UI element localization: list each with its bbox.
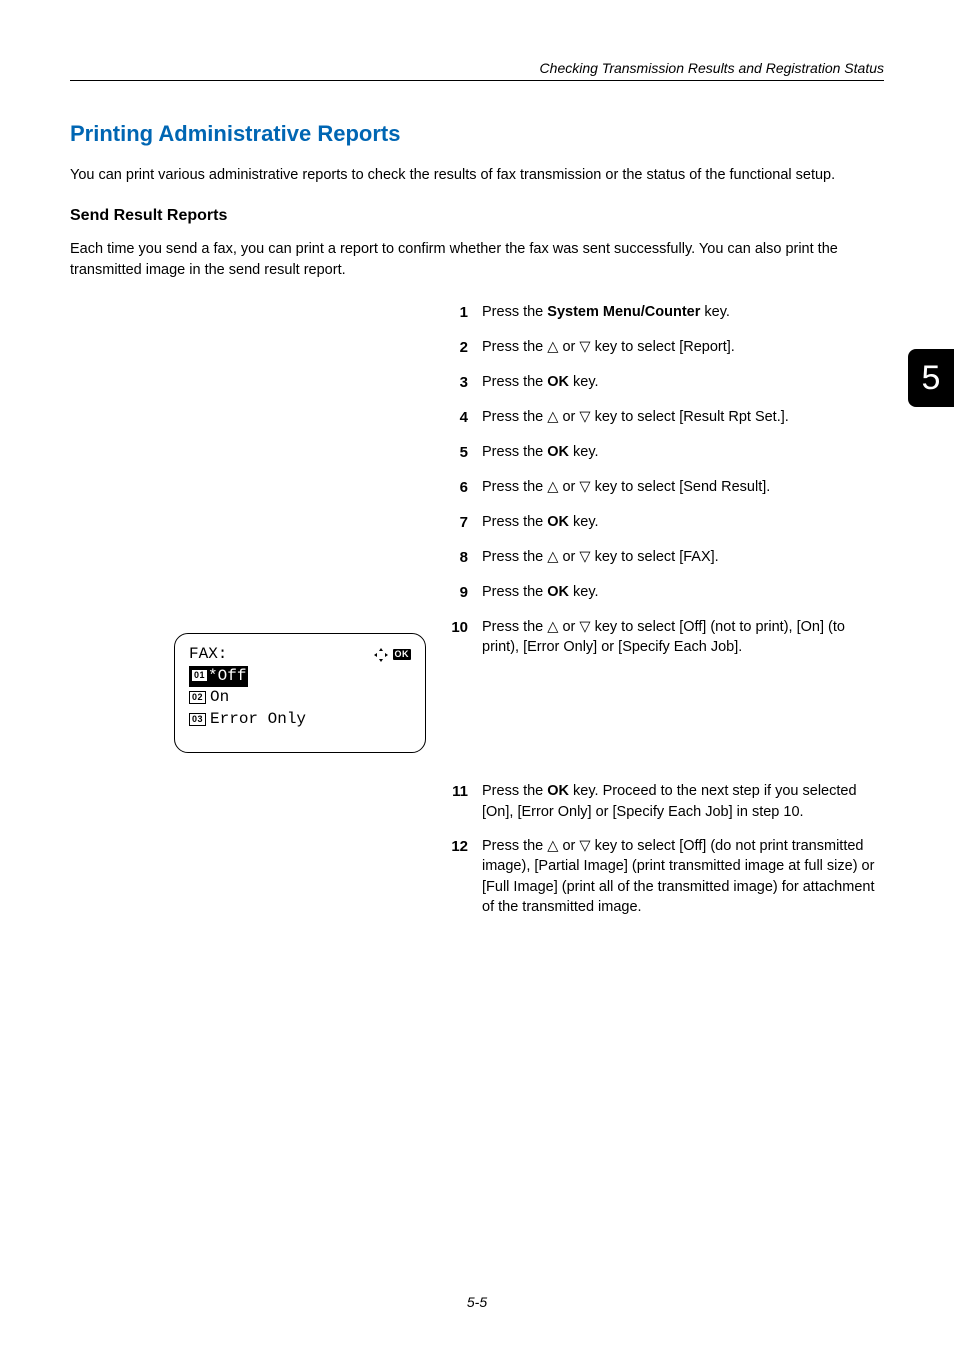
- step-4: 4 Press the △ or ▽ key to select [Result…: [450, 407, 884, 428]
- lcd-title: FAX:: [189, 644, 227, 666]
- lcd-row-text: Error Only: [210, 709, 306, 731]
- step-num: 6: [450, 477, 482, 498]
- step-text: Press the OK key. Proceed to the next st…: [482, 781, 884, 822]
- lcd-row-1: 01*Off: [189, 666, 411, 688]
- step-text: Press the △ or ▽ key to select [Report].: [482, 337, 884, 358]
- down-triangle-icon: ▽: [579, 477, 590, 497]
- step-3: 3 Press the OK key.: [450, 372, 884, 393]
- lcd-display: FAX: OK 01*Off 02 On 03 Error Only: [174, 633, 426, 753]
- nav-arrows-icon: [373, 647, 389, 663]
- lcd-header-row: FAX: OK: [189, 644, 411, 666]
- header-rule: Checking Transmission Results and Regist…: [70, 60, 884, 81]
- header-title: Checking Transmission Results and Regist…: [70, 60, 884, 76]
- step-num: 7: [450, 512, 482, 533]
- up-triangle-icon: △: [547, 477, 558, 497]
- step-5: 5 Press the OK key.: [450, 442, 884, 463]
- down-triangle-icon: ▽: [579, 617, 590, 637]
- lcd-index-badge: 03: [189, 713, 206, 726]
- step-num: 11: [450, 781, 482, 822]
- lcd-icons: OK: [373, 647, 412, 663]
- step-text: Press the △ or ▽ key to select [Off] (do…: [482, 836, 884, 917]
- lcd-index-badge: 01: [191, 669, 208, 682]
- step-10: 10 Press the △ or ▽ key to select [Off] …: [450, 617, 884, 658]
- lcd-row-text: On: [210, 687, 229, 709]
- step-num: 12: [450, 836, 482, 917]
- section-intro: You can print various administrative rep…: [70, 165, 884, 185]
- lcd-selected-row: 01*Off: [189, 666, 248, 688]
- lcd-row-3: 03 Error Only: [189, 709, 411, 731]
- lcd-row-2: 02 On: [189, 687, 411, 709]
- step-num: 5: [450, 442, 482, 463]
- subsection-intro: Each time you send a fax, you can print …: [70, 239, 884, 280]
- up-triangle-icon: △: [547, 407, 558, 427]
- step-text: Press the △ or ▽ key to select [Send Res…: [482, 477, 884, 498]
- step-num: 10: [450, 617, 482, 658]
- section-heading: Printing Administrative Reports: [70, 121, 884, 147]
- step-1: 1 Press the System Menu/Counter key.: [450, 302, 884, 323]
- step-6: 6 Press the △ or ▽ key to select [Send R…: [450, 477, 884, 498]
- page-container: Checking Transmission Results and Regist…: [0, 0, 954, 971]
- up-triangle-icon: △: [547, 547, 558, 567]
- up-triangle-icon: △: [547, 617, 558, 637]
- down-triangle-icon: ▽: [579, 547, 590, 567]
- step-text: Press the △ or ▽ key to select [Off] (no…: [482, 617, 884, 658]
- down-triangle-icon: ▽: [579, 836, 590, 856]
- step-num: 3: [450, 372, 482, 393]
- step-num: 4: [450, 407, 482, 428]
- lcd-index-badge: 02: [189, 691, 206, 704]
- step-text: Press the OK key.: [482, 512, 884, 533]
- step-num: 2: [450, 337, 482, 358]
- down-triangle-icon: ▽: [579, 407, 590, 427]
- up-triangle-icon: △: [547, 836, 558, 856]
- steps-list: 1 Press the System Menu/Counter key. 2 P…: [450, 302, 884, 917]
- step-text: Press the OK key.: [482, 372, 884, 393]
- step-11: 11 Press the OK key. Proceed to the next…: [450, 781, 884, 822]
- step-9: 9 Press the OK key.: [450, 582, 884, 603]
- spacer: [450, 671, 884, 781]
- step-text: Press the OK key.: [482, 442, 884, 463]
- step-num: 1: [450, 302, 482, 323]
- subsection-heading: Send Result Reports: [70, 207, 884, 225]
- step-7: 7 Press the OK key.: [450, 512, 884, 533]
- step-num: 8: [450, 547, 482, 568]
- step-8: 8 Press the △ or ▽ key to select [FAX].: [450, 547, 884, 568]
- step-2: 2 Press the △ or ▽ key to select [Report…: [450, 337, 884, 358]
- down-triangle-icon: ▽: [579, 337, 590, 357]
- step-12: 12 Press the △ or ▽ key to select [Off] …: [450, 836, 884, 917]
- ok-icon: OK: [393, 649, 412, 660]
- chapter-tab: 5: [908, 349, 954, 407]
- step-text: Press the System Menu/Counter key.: [482, 302, 884, 323]
- step-text: Press the △ or ▽ key to select [Result R…: [482, 407, 884, 428]
- step-num: 9: [450, 582, 482, 603]
- page-number: 5-5: [0, 1294, 954, 1310]
- step-text: Press the △ or ▽ key to select [FAX].: [482, 547, 884, 568]
- step-text: Press the OK key.: [482, 582, 884, 603]
- up-triangle-icon: △: [547, 337, 558, 357]
